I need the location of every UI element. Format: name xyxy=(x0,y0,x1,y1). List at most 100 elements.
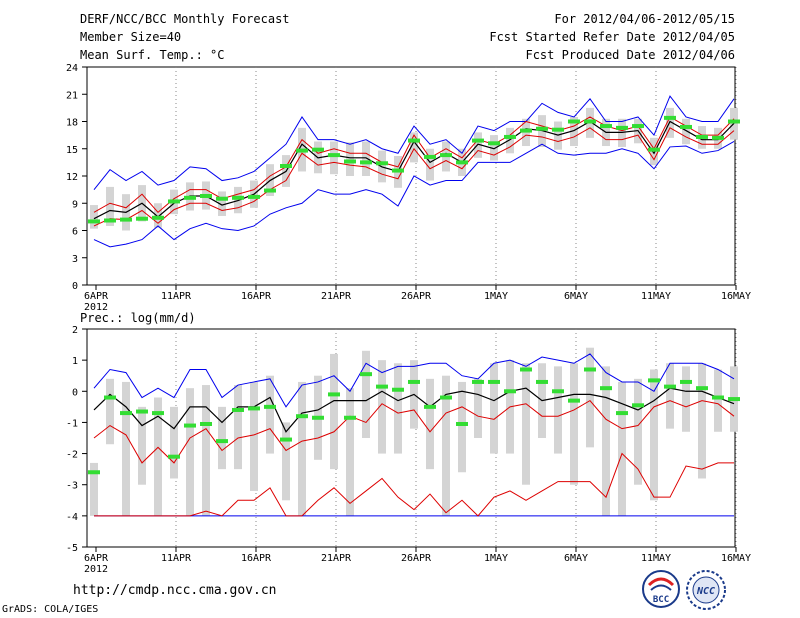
prec-obs-mark xyxy=(584,367,596,372)
temp-obs-mark xyxy=(280,164,292,169)
temp-obs-mark xyxy=(584,119,596,124)
temp-spread-box xyxy=(506,127,514,154)
temp-obs-mark xyxy=(440,153,452,158)
source-url: http://cmdp.ncc.cma.gov.cn xyxy=(73,583,277,598)
temp-obs-mark xyxy=(536,126,548,131)
prec-obs-mark xyxy=(600,386,612,391)
temp-ytick-label: 3 xyxy=(72,254,78,265)
prec-obs-mark xyxy=(104,395,116,400)
prec-spread-box xyxy=(522,363,530,485)
temp-obs-mark xyxy=(344,159,356,164)
temp-spread-box xyxy=(490,135,498,161)
temp-obs-mark xyxy=(632,124,644,129)
forecast-period: For 2012/04/06-2012/05/15 xyxy=(554,12,735,26)
prec-obs-mark xyxy=(536,379,548,384)
prec-obs-mark xyxy=(408,379,420,384)
prec-obs-mark xyxy=(280,437,292,442)
temp-obs-mark xyxy=(152,215,164,220)
prec-spread-box xyxy=(346,388,354,516)
prec-obs-mark xyxy=(680,379,692,384)
temp-obs-mark xyxy=(728,119,740,124)
prec-ytick-label: 2 xyxy=(72,325,78,336)
prec-spread-box xyxy=(154,397,162,516)
prec-line-max xyxy=(93,353,735,408)
prec-obs-mark xyxy=(248,406,260,411)
prec-xtick-label: 6APR xyxy=(84,553,109,564)
prec-spread-box xyxy=(234,385,242,470)
temp-obs-mark xyxy=(120,217,132,222)
temp-obs-mark xyxy=(456,160,468,165)
temp-obs-mark xyxy=(616,125,628,130)
prec-xtick-label: 6MAY xyxy=(564,553,588,564)
bcc-logo: BCC xyxy=(642,570,680,608)
temp-spread-box xyxy=(346,142,354,176)
prec-obs-mark xyxy=(168,454,180,459)
prec-spread-box xyxy=(586,347,594,448)
prec-spread-box xyxy=(442,375,450,516)
temp-plot-frame xyxy=(86,66,736,286)
prec-obs-mark xyxy=(200,421,212,426)
prec-obs-mark xyxy=(376,384,388,389)
prec-obs-mark xyxy=(296,414,308,419)
temp-spread-box xyxy=(90,205,98,229)
prec-xtick-label: 11APR xyxy=(161,553,192,564)
temp-xtick-label: 1MAY xyxy=(484,291,508,302)
temp-obs-mark xyxy=(328,153,340,158)
prec-spread-box xyxy=(250,381,258,491)
prec-spread-box xyxy=(330,353,338,470)
temp-obs-mark xyxy=(696,134,708,139)
temp-spread-box xyxy=(570,116,578,147)
prec-spread-box xyxy=(378,360,386,454)
prec-xtick-label: 16APR xyxy=(241,553,272,564)
temp-obs-mark xyxy=(520,128,532,133)
temp-ytick-label: 24 xyxy=(66,63,78,74)
temp-spread-box xyxy=(682,118,690,145)
prec-obs-mark xyxy=(328,392,340,397)
temp-line-max xyxy=(93,95,735,190)
prec-xtick-year: 2012 xyxy=(84,564,108,575)
prec-spread-box xyxy=(618,381,626,516)
prec-obs-mark xyxy=(568,398,580,403)
temp-ytick-label: 12 xyxy=(66,172,78,183)
prec-spread-box xyxy=(394,363,402,454)
temp-obs-mark xyxy=(600,124,612,129)
prec-spread-box xyxy=(554,366,562,454)
temp-line-min xyxy=(93,141,735,248)
prec-xtick-label: 1MAY xyxy=(484,553,508,564)
temp-spread-box xyxy=(330,141,338,175)
prec-obs-mark xyxy=(184,423,196,428)
temp-spread-box xyxy=(362,141,370,176)
temp-obs-mark xyxy=(264,188,276,193)
temp-obs-mark xyxy=(88,219,100,224)
prec-obs-mark xyxy=(440,395,452,400)
prec-obs-mark xyxy=(552,389,564,394)
grads-credit: GrADS: COLA/IGES xyxy=(2,604,99,615)
chart-title: DERF/NCC/BCC Monthly Forecast xyxy=(80,12,290,26)
prec-spread-box xyxy=(490,363,498,454)
prec-spread-box xyxy=(122,381,130,516)
prec-spread-box xyxy=(570,363,578,485)
prec-line-p10 xyxy=(94,452,734,517)
temp-ytick-label: 15 xyxy=(66,145,78,156)
temp-obs-mark xyxy=(568,119,580,124)
temp-spread-box xyxy=(474,132,482,158)
temp-obs-mark xyxy=(216,196,228,201)
prec-obs-mark xyxy=(520,367,532,372)
prec-spread-box xyxy=(458,381,466,473)
prec-spread-box xyxy=(202,385,210,516)
prec-obs-mark xyxy=(264,404,276,409)
temp-obs-mark xyxy=(248,194,260,199)
temp-obs-mark xyxy=(392,168,404,173)
temp-spread-box xyxy=(154,203,162,228)
prec-obs-mark xyxy=(696,386,708,391)
prec-ytick-label: -5 xyxy=(66,543,78,554)
temp-obs-mark xyxy=(680,124,692,129)
temp-spread-box xyxy=(106,186,114,226)
temp-xtick-label: 11MAY xyxy=(641,291,671,302)
temp-obs-mark xyxy=(296,148,308,153)
prec-ytick-label: -4 xyxy=(66,512,78,523)
temp-obs-mark xyxy=(136,216,148,221)
temp-obs-mark xyxy=(472,138,484,143)
forecast-start-date: Fcst Started Refer Date 2012/04/05 xyxy=(489,30,735,44)
